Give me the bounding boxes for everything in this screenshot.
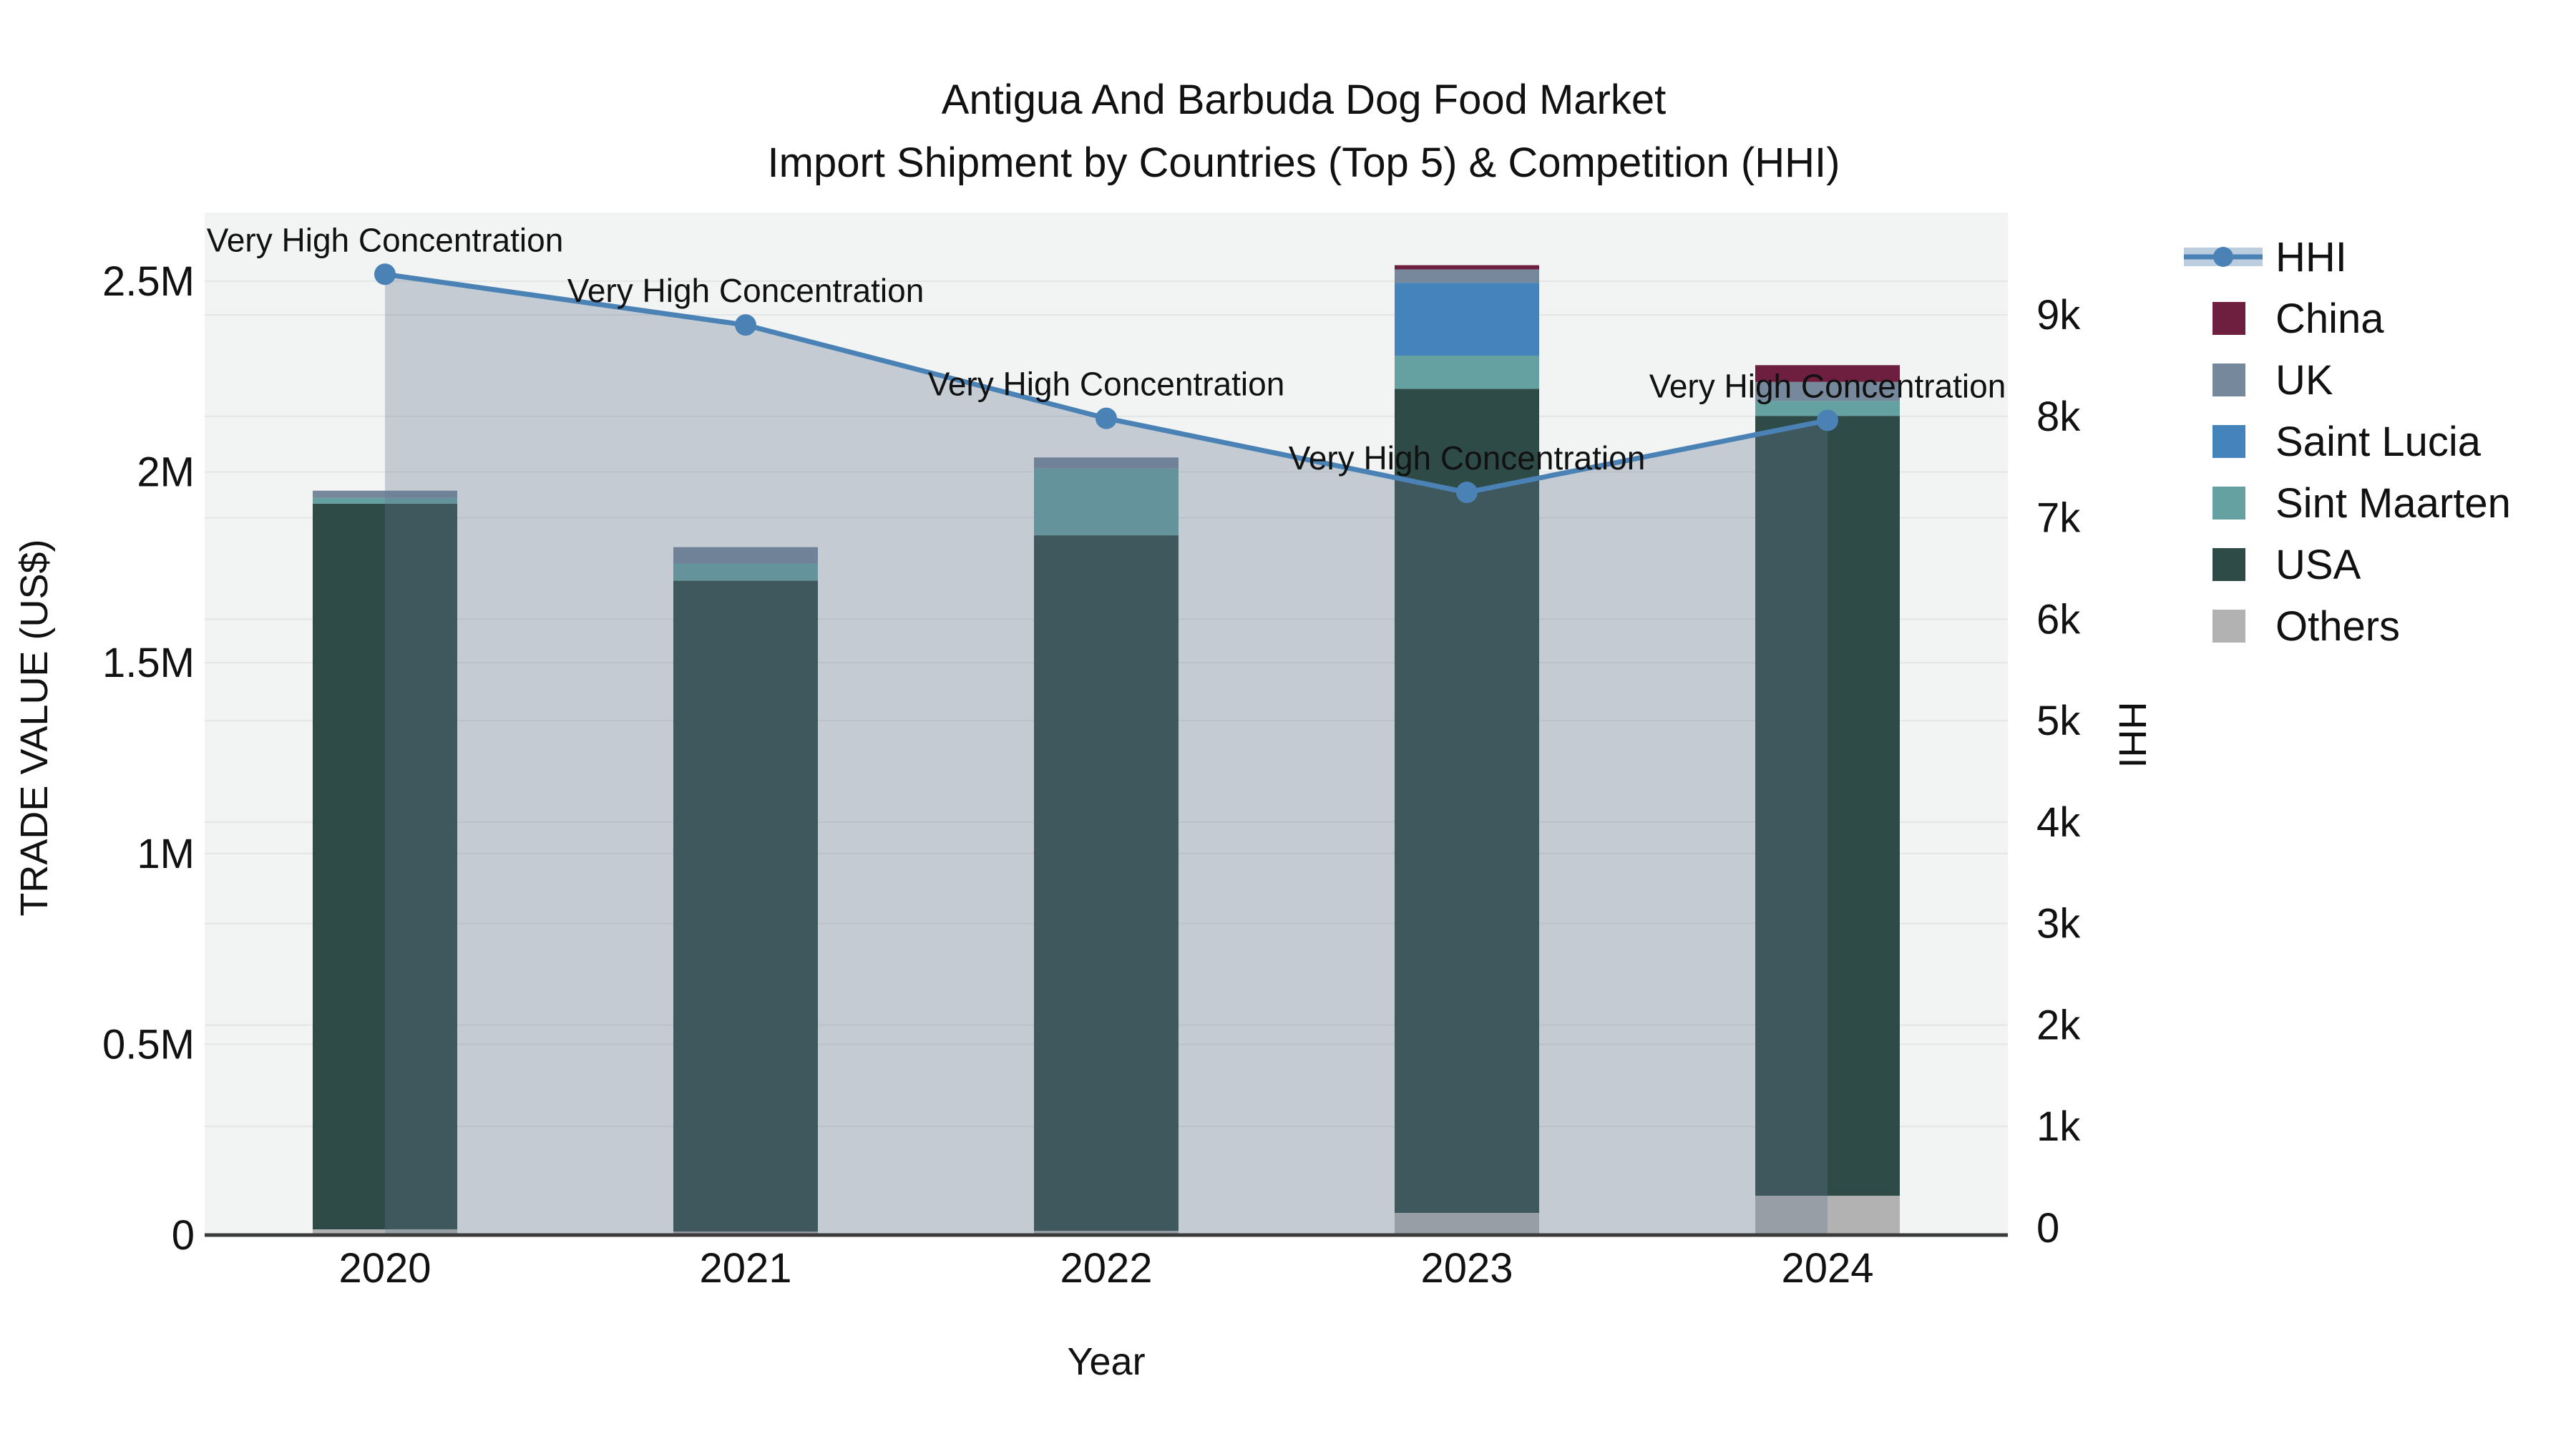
legend-label: UK: [2275, 356, 2333, 404]
y-tick-right: 2k: [2036, 1002, 2081, 1048]
x-tick-year: 2023: [1420, 1245, 1513, 1292]
chart-title: Antigua And Barbuda Dog Food Market Impo…: [230, 69, 2377, 195]
x-tick-year: 2021: [699, 1245, 791, 1292]
chart-title-line1: Antigua And Barbuda Dog Food Market: [941, 77, 1667, 123]
y-axis-title-left: TRADE VALUE (US$): [13, 539, 56, 917]
bar-segment-uk[interactable]: [673, 547, 818, 564]
y-tick-right: 5k: [2036, 698, 2081, 744]
legend-label: Saint Lucia: [2275, 418, 2481, 465]
y-tick-right: 4k: [2036, 799, 2081, 846]
y-tick-left: 2M: [137, 449, 195, 496]
bar-segment-uk[interactable]: [1755, 381, 1900, 401]
legend-swatch-icon: [2181, 548, 2265, 581]
legend-swatch-icon: [2181, 487, 2265, 519]
y-axis-title-right: HHI: [2111, 701, 2154, 769]
bar-segment-saint-lucia[interactable]: [1395, 283, 1539, 356]
bar-segment-sint-maarten[interactable]: [313, 497, 457, 504]
legend-line-glyph: [2181, 235, 2265, 278]
hhi-marker[interactable]: [1096, 407, 1117, 429]
bar-segment-sint-maarten[interactable]: [1034, 468, 1179, 536]
hhi-marker[interactable]: [1817, 409, 1838, 431]
hhi-marker[interactable]: [735, 314, 756, 336]
legend-swatch-icon: [2181, 364, 2265, 396]
legend-item-usa[interactable]: USA: [2181, 534, 2567, 595]
annotation-label: Very High Concentration: [207, 221, 564, 258]
hhi-marker[interactable]: [1456, 482, 1478, 504]
y-tick-left: 0: [172, 1212, 195, 1259]
x-tick-year: 2020: [338, 1245, 431, 1292]
y-tick-left: 0.5M: [102, 1021, 195, 1068]
y-tick-right: 3k: [2036, 901, 2081, 947]
legend-label: Others: [2275, 602, 2401, 650]
y-tick-right: 6k: [2036, 596, 2081, 643]
legend-label: China: [2275, 295, 2384, 342]
legend-item-uk[interactable]: UK: [2181, 349, 2567, 411]
bar-segment-china[interactable]: [1395, 265, 1539, 270]
y-tick-left: 1M: [137, 831, 195, 877]
bar-segment-uk[interactable]: [1395, 269, 1539, 283]
chart-title-line2: Import Shipment by Countries (Top 5) & C…: [767, 140, 1840, 186]
bar-segment-others[interactable]: [1034, 1231, 1179, 1235]
legend-label: USA: [2275, 541, 2361, 588]
y-tick-left: 2.5M: [102, 258, 195, 305]
bar-segment-uk[interactable]: [1034, 457, 1179, 469]
bar-segment-sint-maarten[interactable]: [1395, 355, 1539, 389]
legend-swatch-icon: [2181, 610, 2265, 643]
x-axis-title: Year: [1067, 1340, 1146, 1383]
legend-swatch-icon: [2181, 302, 2265, 335]
legend-item-sint-maarten[interactable]: Sint Maarten: [2181, 472, 2567, 534]
legend-swatch-icon: [2212, 487, 2245, 519]
bar-segment-usa[interactable]: [1395, 389, 1539, 1214]
bar-segment-usa[interactable]: [673, 580, 818, 1232]
legend-swatch-icon: [2212, 364, 2245, 396]
y-tick-right: 7k: [2036, 495, 2081, 542]
bar-segment-uk[interactable]: [313, 490, 457, 498]
legend-swatch-icon: [2212, 548, 2245, 581]
bar-segment-others[interactable]: [1395, 1213, 1539, 1235]
bar-segment-usa[interactable]: [1034, 535, 1179, 1231]
y-tick-right: 1k: [2036, 1103, 2081, 1150]
hhi-marker[interactable]: [374, 263, 396, 286]
legend-item-china[interactable]: China: [2181, 288, 2567, 349]
annotation-label: Very High Concentration: [1289, 439, 1646, 477]
legend-swatch-icon: [2181, 425, 2265, 458]
annotation-label: Very High Concentration: [928, 366, 1285, 403]
bar-segment-sint-maarten[interactable]: [1755, 401, 1900, 416]
bar-segment-others[interactable]: [1755, 1196, 1900, 1235]
y-tick-left: 1.5M: [102, 640, 195, 686]
annotation-label: Very High Concentration: [567, 272, 924, 309]
y-tick-right: 0: [2036, 1205, 2059, 1252]
legend-label: Sint Maarten: [2275, 479, 2511, 527]
legend-label: HHI: [2275, 233, 2347, 280]
x-tick-year: 2022: [1060, 1245, 1152, 1292]
legend: HHI China UK Saint Lucia Sint Maarten USA Othe…: [2181, 226, 2567, 657]
y-tick-right: 9k: [2036, 292, 2081, 338]
bar-segment-china[interactable]: [1755, 365, 1900, 382]
annotation-label: Very High Concentration: [1649, 367, 2006, 404]
bar-segment-usa[interactable]: [313, 503, 457, 1230]
hhi-area-fill: [385, 274, 1828, 1236]
legend-item-others[interactable]: Others: [2181, 595, 2567, 657]
x-tick-year: 2024: [1781, 1245, 1873, 1292]
y-tick-right: 8k: [2036, 394, 2081, 440]
bar-segment-others[interactable]: [313, 1229, 457, 1235]
legend-swatch-icon: [2212, 302, 2245, 335]
legend-swatch-icon: [2212, 610, 2245, 643]
legend-item-saint-lucia[interactable]: Saint Lucia: [2181, 411, 2567, 472]
bar-segment-sint-maarten[interactable]: [673, 563, 818, 581]
bar-segment-usa[interactable]: [1755, 416, 1900, 1196]
legend-swatch-icon: [2212, 425, 2245, 458]
legend-item-hhi[interactable]: HHI: [2181, 226, 2567, 288]
